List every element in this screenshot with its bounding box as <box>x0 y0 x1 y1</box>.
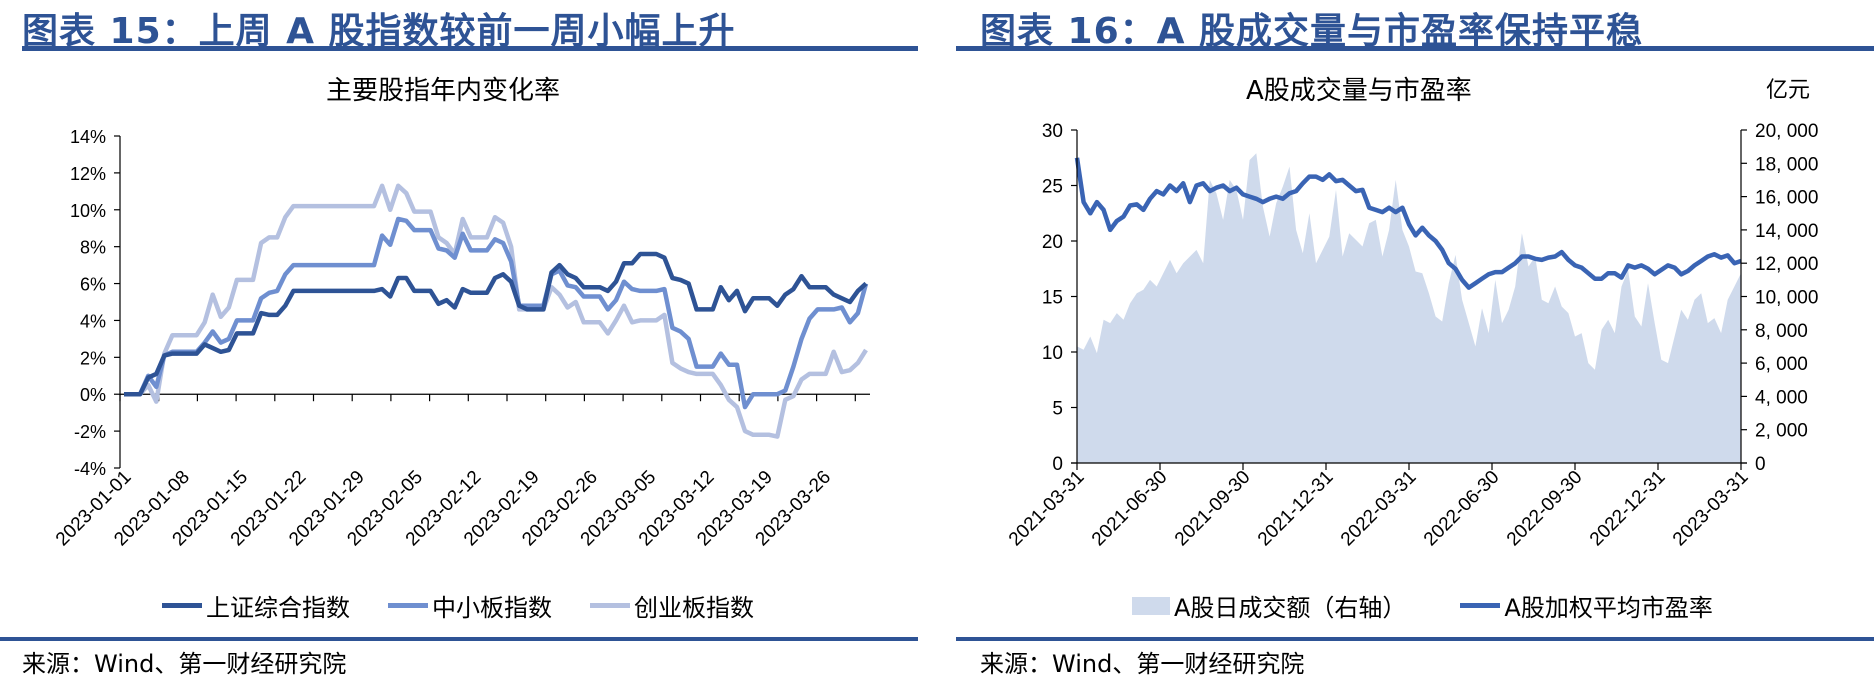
svg-text:6, 000: 6, 000 <box>1755 354 1808 375</box>
svg-text:14, 000: 14, 000 <box>1755 221 1818 242</box>
svg-text:14%: 14% <box>70 127 106 147</box>
svg-text:10%: 10% <box>70 201 106 221</box>
svg-text:10: 10 <box>1042 343 1063 364</box>
series-line <box>124 216 869 410</box>
legend-item-shanghai: 上证综合指数 <box>162 588 350 623</box>
series-line <box>124 183 868 439</box>
figure-16-panel: 图表 16：A 股成交量与市盈率保持平稳 A股成交量与市盈率 亿元 30 25 20… <box>956 0 1874 679</box>
legend-label: 上证综合指数 <box>206 594 350 622</box>
svg-text:12%: 12% <box>70 164 106 184</box>
source-note: 来源：Wind、第一财经研究院 <box>980 650 1305 678</box>
source-rule <box>0 637 918 641</box>
line-chart-index-change: 14%12%10%8%6%4%2%0%-2%-4%2023-01-012023-… <box>52 127 870 550</box>
svg-text:2022-03-31: 2022-03-31 <box>1337 467 1421 551</box>
svg-text:4, 000: 4, 000 <box>1755 387 1808 408</box>
svg-text:2%: 2% <box>80 348 106 368</box>
legend-item-smallcap: 中小板指数 <box>388 588 552 623</box>
svg-text:2021-12-31: 2021-12-31 <box>1254 467 1338 551</box>
svg-text:0: 0 <box>1052 454 1063 475</box>
source-rule <box>956 637 1874 641</box>
svg-text:6%: 6% <box>80 275 106 295</box>
svg-text:0: 0 <box>1755 454 1766 475</box>
legend-label: A股加权平均市盈率 <box>1504 594 1713 622</box>
legend-item-volume: A股日成交额（右轴） <box>1132 588 1406 623</box>
svg-text:2021-09-30: 2021-09-30 <box>1171 467 1255 551</box>
svg-text:5: 5 <box>1052 399 1063 420</box>
volume-area <box>1077 153 1741 464</box>
svg-text:2022-12-31: 2022-12-31 <box>1586 467 1670 551</box>
legend-line-icon <box>1460 603 1501 608</box>
source-note: 来源：Wind、第一财经研究院 <box>22 650 347 678</box>
figure-title: 图表 16：A 股成交量与市盈率保持平稳 <box>980 11 1644 52</box>
right-axis-unit: 亿元 <box>1766 78 1811 103</box>
svg-text:2022-06-30: 2022-06-30 <box>1420 467 1504 551</box>
svg-text:18, 000: 18, 000 <box>1755 154 1818 175</box>
legend-item-chinext: 创业板指数 <box>590 588 754 623</box>
svg-text:2021-06-30: 2021-06-30 <box>1088 467 1172 551</box>
figure-title: 图表 15：上周 A 股指数较前一周小幅上升 <box>22 11 736 52</box>
svg-text:2022-09-30: 2022-09-30 <box>1503 467 1587 551</box>
pe-line <box>1074 157 1742 290</box>
figure-15-panel: 图表 15：上周 A 股指数较前一周小幅上升 主要股指年内变化率 14% 12% 1… <box>0 0 918 679</box>
series-line <box>124 251 868 397</box>
legend-label: 创业板指数 <box>634 594 754 622</box>
chart-title: A股成交量与市盈率 <box>1246 76 1472 106</box>
legend-label: 中小板指数 <box>432 594 552 622</box>
svg-text:10, 000: 10, 000 <box>1755 288 1818 309</box>
title-rule <box>956 46 1874 51</box>
svg-text:12, 000: 12, 000 <box>1755 254 1818 275</box>
legend-item-pe: A股加权平均市盈率 <box>1460 588 1713 623</box>
chart-legend: 上证综合指数 中小板指数 创业板指数 <box>162 588 792 623</box>
legend-label: A股日成交额（右轴） <box>1174 594 1407 622</box>
svg-text:2, 000: 2, 000 <box>1755 421 1808 442</box>
legend-line-icon <box>162 603 202 608</box>
svg-text:16, 000: 16, 000 <box>1755 188 1818 209</box>
legend-area-icon <box>1132 596 1170 615</box>
title-rule <box>22 46 918 51</box>
svg-text:20: 20 <box>1042 232 1063 253</box>
svg-text:15: 15 <box>1042 288 1063 309</box>
chart-title: 主要股指年内变化率 <box>326 76 561 106</box>
svg-text:8, 000: 8, 000 <box>1755 321 1808 342</box>
svg-text:25: 25 <box>1042 177 1063 198</box>
svg-text:2021-03-31: 2021-03-31 <box>1005 467 1089 551</box>
svg-text:4%: 4% <box>80 311 106 331</box>
svg-text:-2%: -2% <box>74 422 106 442</box>
chart-legend: A股日成交额（右轴） A股加权平均市盈率 <box>1132 588 1751 623</box>
legend-line-icon <box>388 603 428 608</box>
svg-text:0%: 0% <box>80 385 106 405</box>
svg-text:30: 30 <box>1042 121 1063 142</box>
area-line-chart-volume-pe: 30 25 20 15 10 5 0 20, 000 18, 000 16, 000 14, 000… <box>1005 121 1818 551</box>
legend-line-icon <box>590 603 630 608</box>
svg-text:2023-03-31: 2023-03-31 <box>1669 467 1753 551</box>
svg-text:20, 000: 20, 000 <box>1755 121 1818 142</box>
svg-text:-4%: -4% <box>74 459 106 479</box>
svg-text:8%: 8% <box>80 238 106 258</box>
